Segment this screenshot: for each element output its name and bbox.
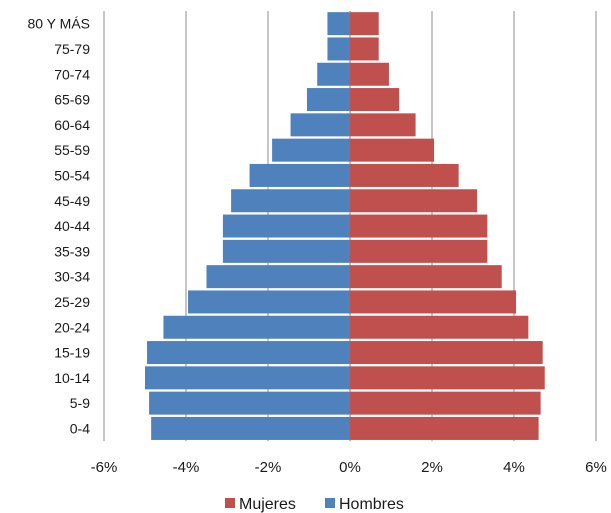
bar-hombres-2: [145, 366, 350, 389]
bar-hombres-3: [147, 341, 350, 364]
bar-hombres-0: [151, 417, 350, 440]
bar-hombres-6: [207, 265, 351, 288]
legend-swatch-hombres: [325, 498, 335, 508]
x-axis-tick-labels: -6% -4% -2% 0% 2% 4% 6%: [91, 459, 607, 476]
category-label-11: 55-59: [54, 142, 90, 158]
bar-mujeres-7: [350, 240, 487, 263]
bar-hombres-8: [223, 215, 350, 238]
category-label-13: 65-69: [54, 92, 90, 108]
x-tick-label-0: -6%: [91, 459, 118, 476]
category-label-10: 50-54: [54, 167, 90, 183]
bar-mujeres-15: [350, 37, 379, 60]
category-label-6: 30-34: [54, 269, 90, 285]
bar-mujeres-1: [350, 392, 541, 415]
bar-mujeres-14: [350, 63, 389, 86]
category-label-12: 60-64: [54, 117, 90, 133]
legend-label-mujeres: Mujeres: [239, 496, 296, 513]
category-label-0: 0-4: [70, 420, 90, 436]
x-tick-label-5: 4%: [503, 459, 525, 476]
bar-hombres-15: [327, 37, 350, 60]
bar-hombres-14: [317, 63, 350, 86]
bar-hombres-12: [291, 113, 350, 136]
category-label-4: 20-24: [54, 319, 90, 335]
bar-hombres-1: [149, 392, 350, 415]
bar-mujeres-11: [350, 139, 434, 162]
x-tick-label-6: 6%: [585, 459, 607, 476]
bar-mujeres-16: [350, 12, 379, 35]
bar-hombres-5: [188, 290, 350, 313]
bar-hombres-7: [223, 240, 350, 263]
bar-hombres-16: [327, 12, 350, 35]
bar-hombres-13: [307, 88, 350, 111]
bar-mujeres-2: [350, 366, 545, 389]
bar-mujeres-3: [350, 341, 543, 364]
bar-mujeres-10: [350, 164, 459, 187]
category-label-15: 75-79: [54, 41, 90, 57]
legend: Mujeres Hombres: [225, 496, 404, 513]
bar-mujeres-0: [350, 417, 539, 440]
category-label-7: 35-39: [54, 243, 90, 259]
bar-hombres-9: [231, 189, 350, 212]
category-label-1: 5-9: [70, 395, 90, 411]
bar-mujeres-8: [350, 215, 487, 238]
category-label-3: 15-19: [54, 345, 90, 361]
category-label-14: 70-74: [54, 66, 90, 82]
category-label-9: 45-49: [54, 193, 90, 209]
bars: [145, 12, 545, 440]
category-label-8: 40-44: [54, 218, 90, 234]
bar-hombres-11: [272, 139, 350, 162]
bar-mujeres-9: [350, 189, 477, 212]
category-label-2: 10-14: [54, 370, 90, 386]
category-labels: 0-4 5-9 10-14 15-19 20-24 25-29 30-34 35-39 40-4…: [27, 16, 90, 437]
bar-hombres-4: [163, 316, 350, 339]
legend-swatch-mujeres: [225, 498, 235, 508]
x-tick-label-3: 0%: [339, 459, 361, 476]
bar-mujeres-4: [350, 316, 528, 339]
x-tick-label-4: 2%: [421, 459, 443, 476]
x-tick-label-2: -2%: [255, 459, 282, 476]
category-label-5: 25-29: [54, 294, 90, 310]
x-tick-label-1: -4%: [173, 459, 200, 476]
bar-mujeres-13: [350, 88, 399, 111]
bar-mujeres-6: [350, 265, 502, 288]
bar-mujeres-5: [350, 290, 516, 313]
legend-label-hombres: Hombres: [339, 496, 404, 513]
category-label-16: 80 Y MÁS: [27, 16, 90, 32]
bar-hombres-10: [250, 164, 350, 187]
bar-mujeres-12: [350, 113, 416, 136]
